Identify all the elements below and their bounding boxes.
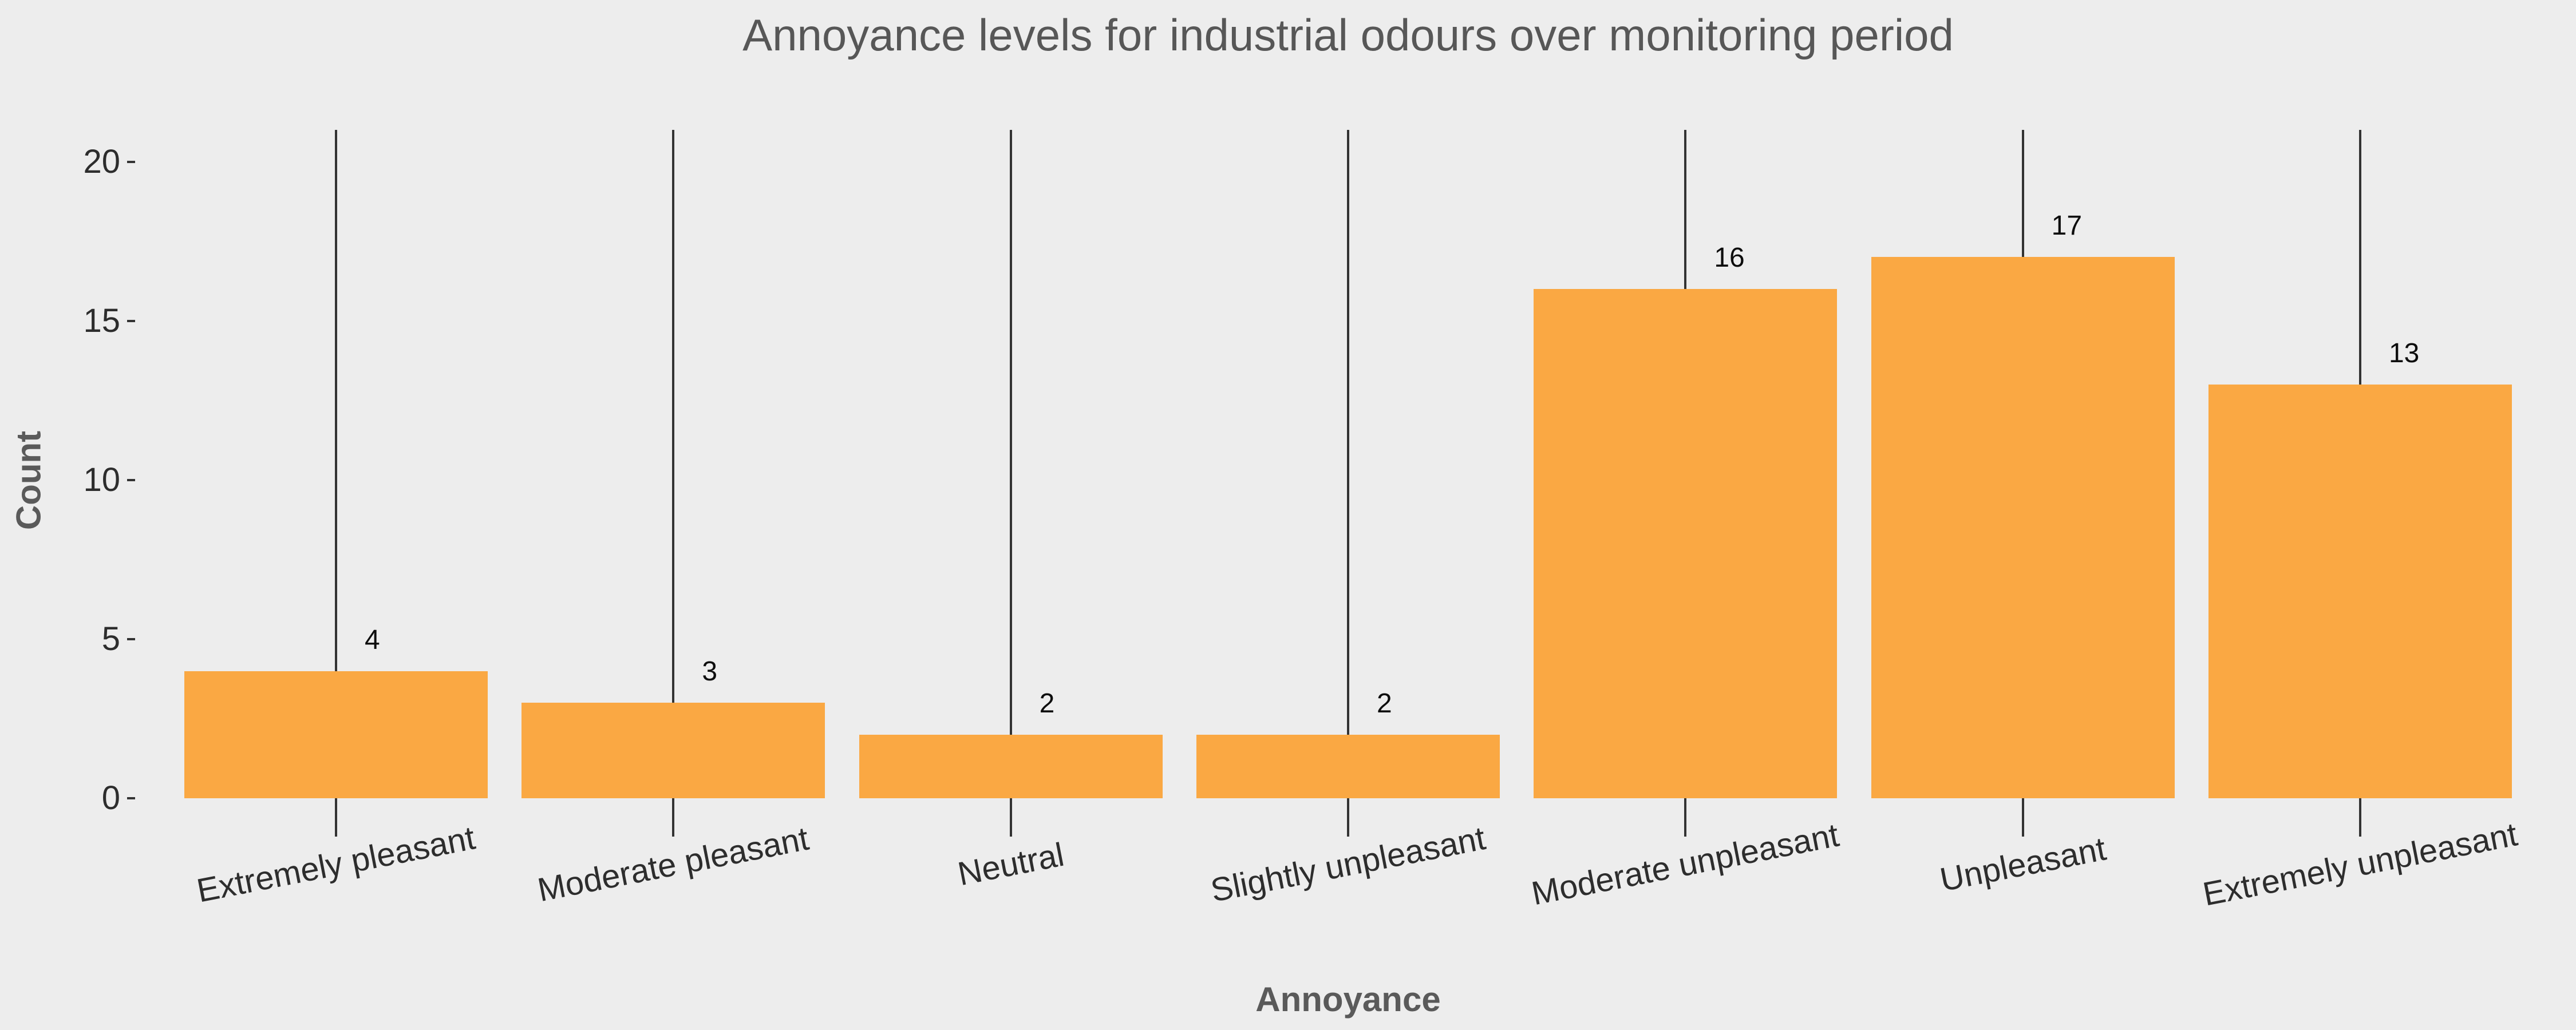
bar: [184, 671, 488, 798]
chart-title: Annoyance levels for industrial odours o…: [742, 10, 1954, 60]
y-axis-tick-mark: [127, 319, 135, 322]
y-axis-tick-label: 5: [101, 620, 120, 657]
bar: [859, 734, 1163, 798]
y-axis-tick-label: 10: [83, 461, 120, 498]
bar-value-label: 13: [2388, 338, 2420, 369]
category-line: [1346, 129, 1349, 837]
bar-value-label: 2: [1039, 688, 1055, 719]
x-axis-tick-label: Unpleasant: [1937, 830, 2109, 899]
y-axis-tick-label: 0: [101, 779, 120, 817]
bar: [521, 703, 825, 798]
y-axis-tick-label: 20: [83, 142, 120, 180]
x-axis-title: Annoyance: [1255, 980, 1441, 1019]
bar: [1534, 289, 1838, 798]
bar: [1196, 734, 1500, 798]
bar-value-label: 17: [2051, 211, 2083, 241]
y-axis-tick-mark: [127, 637, 135, 640]
y-axis-tick-mark: [127, 160, 135, 163]
bar-value-label: 16: [1714, 243, 1745, 274]
bar-value-label: 3: [702, 656, 718, 687]
x-axis-tick-label: Neutral: [954, 835, 1067, 893]
y-axis-tick-mark: [127, 797, 135, 799]
category-line: [672, 129, 675, 837]
bar-value-label: 4: [365, 624, 380, 655]
bar: [1871, 257, 2175, 798]
bar: [2208, 384, 2512, 798]
y-axis-tick-mark: [127, 478, 135, 481]
category-line: [1009, 129, 1012, 837]
category-line: [335, 129, 337, 837]
y-axis-tick-label: 15: [83, 302, 120, 339]
bar-value-label: 2: [1376, 688, 1392, 719]
